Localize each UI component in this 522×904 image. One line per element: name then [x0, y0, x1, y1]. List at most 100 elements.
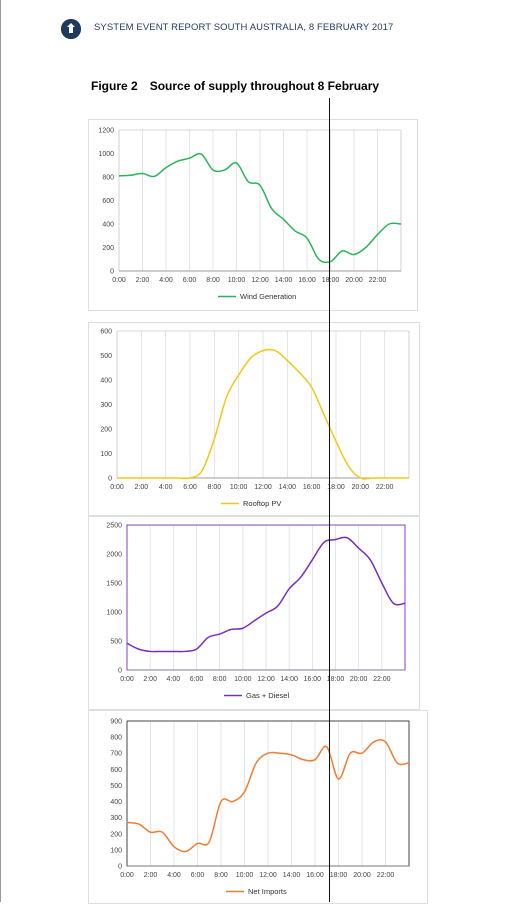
x-tick-label: 16:00 — [306, 872, 324, 879]
x-tick-label: 8:00 — [213, 676, 227, 683]
y-tick-label: 200 — [102, 245, 114, 252]
x-tick-label: 14:00 — [279, 484, 297, 491]
y-tick-label: 900 — [110, 719, 122, 726]
y-tick-label: 100 — [110, 847, 122, 854]
x-tick-label: 20:00 — [352, 484, 370, 491]
y-tick-label: 1200 — [98, 128, 114, 135]
x-tick-label: 14:00 — [280, 676, 298, 683]
figure-title: Source of supply throughout 8 February — [149, 79, 380, 93]
y-tick-label: 1500 — [106, 581, 122, 588]
y-tick-label: 600 — [100, 329, 112, 336]
y-tick-label: 1000 — [98, 151, 114, 158]
x-tick-label: 4:00 — [159, 484, 173, 491]
x-tick-label: 4:00 — [167, 676, 181, 683]
series-line-wind-generation — [118, 152, 402, 264]
x-tick-label: 12:00 — [251, 277, 269, 284]
x-tick-label: 0:00 — [110, 484, 124, 491]
chart-wind-generation: 0 200 400 600 800 1000 1200 0:00 2:00 4:00 6:00 8:0… — [88, 119, 418, 311]
x-tick-label: 18:00 — [322, 277, 340, 284]
y-tick-label: 400 — [100, 378, 112, 385]
x-tick-label: 20:00 — [353, 872, 371, 879]
y-tick-label: 100 — [100, 451, 112, 458]
y-tick-label: 400 — [102, 222, 114, 229]
x-tick-label: 6:00 — [183, 484, 197, 491]
y-tick-label: 500 — [110, 639, 122, 646]
x-tick-label: 12:00 — [254, 484, 272, 491]
x-tick-label: 16:00 — [304, 676, 322, 683]
x-tick-label: 4:00 — [159, 277, 173, 284]
x-tick-label: 2:00 — [136, 277, 150, 284]
y-tick-label: 500 — [100, 353, 112, 360]
x-tick-label: 10:00 — [234, 676, 252, 683]
x-tick-label: 22:00 — [377, 872, 395, 879]
legend-label: Wind Generation — [240, 292, 296, 301]
legend-label: Net Imports — [248, 887, 287, 896]
y-tick-label: 300 — [110, 815, 122, 822]
chart-rooftop-pv: 0 100 200 300 400 500 600 0:00 2:00 4:00 6:00 8:00 1… — [88, 322, 420, 516]
figure-label: Figure 2 — [91, 79, 138, 93]
page-left-edge — [0, 0, 1, 902]
y-tick-label: 300 — [100, 402, 112, 409]
x-tick-label: 16:00 — [298, 277, 316, 284]
x-tick-label: 18:00 — [327, 676, 345, 683]
y-tick-label: 0 — [118, 668, 122, 675]
y-tick-label: 1000 — [106, 610, 122, 617]
y-tick-label: 200 — [110, 831, 122, 838]
x-tick-label: 20:00 — [345, 277, 363, 284]
x-tick-label: 6:00 — [190, 676, 204, 683]
y-tick-label: 700 — [110, 751, 122, 758]
y-tick-label: 800 — [110, 735, 122, 742]
chart-net-imports: 0 100 200 300 400 500 600 700 800 900 0:00 2:00 4:00… — [88, 710, 428, 904]
x-tick-label: 22:00 — [376, 484, 394, 491]
x-tick-label: 20:00 — [350, 676, 368, 683]
x-tick-label: 8:00 — [206, 277, 220, 284]
y-tick-label: 800 — [102, 175, 114, 182]
x-tick-label: 2:00 — [143, 676, 157, 683]
x-tick-label: 16:00 — [303, 484, 321, 491]
y-tick-label: 2500 — [106, 523, 122, 530]
series-line-net-imports — [126, 739, 410, 853]
y-tick-label: 400 — [110, 799, 122, 806]
chart-wind-svg: 0 200 400 600 800 1000 1200 0:00 2:00 4:00 6:00 8:0… — [98, 128, 402, 301]
x-tick-label: 0:00 — [120, 676, 134, 683]
series-line-rooftop-pv — [117, 348, 409, 480]
figure-caption: Figure 2 Source of supply throughout 8 Fe… — [91, 79, 379, 93]
x-tick-label: 14:00 — [283, 872, 301, 879]
series-line-gas-diesel — [126, 536, 406, 653]
x-tick-label: 8:00 — [214, 872, 228, 879]
x-tick-label: 0:00 — [112, 277, 126, 284]
x-tick-label: 10:00 — [236, 872, 254, 879]
x-tick-label: 10:00 — [228, 277, 246, 284]
x-tick-label: 12:00 — [257, 676, 275, 683]
x-tick-label: 2:00 — [144, 872, 158, 879]
x-tick-label: 0:00 — [120, 872, 134, 879]
legend-label: Gas + Diesel — [246, 691, 289, 700]
x-tick-label: 22:00 — [373, 676, 391, 683]
legend-label: Rooftop PV — [243, 499, 281, 508]
x-tick-label: 10:00 — [230, 484, 248, 491]
y-tick-label: 600 — [102, 198, 114, 205]
x-tick-label: 4:00 — [167, 872, 181, 879]
x-tick-label: 22:00 — [369, 277, 387, 284]
vertical-cursor-line[interactable] — [329, 98, 330, 902]
chart-gas-svg: 0 500 1000 1500 2000 2500 0:00 2:00 4:00 6:00 8:00… — [106, 523, 406, 700]
y-tick-label: 0 — [118, 864, 122, 871]
chart-imports-svg: 0 100 200 300 400 500 600 700 800 900 0:00 2:00 4:00… — [110, 719, 410, 896]
x-tick-label: 6:00 — [183, 277, 197, 284]
y-tick-label: 200 — [100, 427, 112, 434]
x-tick-label: 18:00 — [327, 484, 345, 491]
y-tick-label: 600 — [110, 767, 122, 774]
x-tick-label: 12:00 — [259, 872, 277, 879]
y-tick-label: 500 — [110, 783, 122, 790]
x-tick-label: 14:00 — [275, 277, 293, 284]
aemo-logo-icon — [61, 19, 81, 39]
y-tick-label: 2000 — [106, 552, 122, 559]
x-tick-label: 8:00 — [208, 484, 222, 491]
x-tick-label: 18:00 — [330, 872, 348, 879]
chart-pv-svg: 0 100 200 300 400 500 600 0:00 2:00 4:00 6:00 8:00 1… — [100, 329, 410, 508]
report-header-title: SYSTEM EVENT REPORT SOUTH AUSTRALIA, 8 F… — [94, 22, 394, 33]
y-tick-label: 0 — [110, 269, 114, 276]
x-tick-label: 6:00 — [191, 872, 205, 879]
chart-gas-diesel: 0 500 1000 1500 2000 2500 0:00 2:00 4:00 6:00 8:00… — [88, 516, 420, 710]
x-tick-label: 2:00 — [135, 484, 149, 491]
